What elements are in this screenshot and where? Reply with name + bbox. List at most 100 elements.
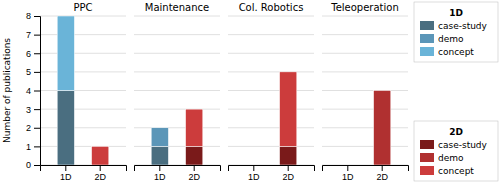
panel-title: Col. Robotics xyxy=(239,2,304,13)
legend-label: case-study xyxy=(438,21,488,31)
tick-mark xyxy=(347,165,348,171)
tick-mark xyxy=(34,128,40,129)
tick: 2 xyxy=(26,123,40,133)
legend-title: 1D xyxy=(449,8,463,18)
tick: 1 xyxy=(26,142,40,152)
legend-title: 2D xyxy=(449,127,463,137)
x-axis: 1D 2D xyxy=(41,165,127,182)
axis-line xyxy=(41,166,127,172)
legend-swatch xyxy=(420,21,434,30)
grid-line xyxy=(134,146,220,147)
y-axis: 012345678 xyxy=(26,11,41,170)
tick-mark xyxy=(34,16,40,17)
grid-line xyxy=(322,53,408,54)
bar-segment xyxy=(245,165,262,166)
grid-line xyxy=(40,90,126,91)
grid-line xyxy=(40,71,126,72)
panel: 1D 2D Maintenance xyxy=(134,2,221,182)
bar-segment xyxy=(245,165,262,166)
grid-line xyxy=(322,71,408,72)
tick: 4 xyxy=(26,86,40,96)
grid-line xyxy=(322,146,408,147)
tick: 3 xyxy=(26,105,40,115)
bar-segment xyxy=(186,109,203,146)
bar-segment xyxy=(280,72,297,147)
grid-line xyxy=(228,146,314,147)
grid-line xyxy=(228,90,314,91)
tick-label: 1 xyxy=(26,142,31,152)
bar-segment xyxy=(92,146,109,165)
tick-mark xyxy=(34,109,40,110)
panel-title: Maintenance xyxy=(145,2,209,13)
grid-line xyxy=(134,16,220,17)
grid-line xyxy=(322,109,408,110)
grid-line xyxy=(322,127,408,128)
tick-label: 1D xyxy=(154,172,166,182)
tick-label: 2D xyxy=(376,172,388,182)
bar-segment xyxy=(57,16,74,91)
grid-line xyxy=(40,146,126,147)
bar-segment xyxy=(245,165,262,166)
bars xyxy=(151,109,203,165)
tick-mark xyxy=(288,165,289,171)
tick: 8 xyxy=(26,11,40,21)
bar-segment xyxy=(280,146,297,165)
bar-segment xyxy=(339,165,356,166)
grid-line xyxy=(322,34,408,35)
axis-line xyxy=(135,166,221,172)
legend-label: demo xyxy=(438,34,464,44)
tick-mark xyxy=(159,165,160,171)
legend-swatch xyxy=(420,166,434,175)
grid-line xyxy=(228,34,314,35)
axis-line xyxy=(323,166,409,172)
x-axis: 1D 2D xyxy=(323,165,409,182)
grid-line xyxy=(40,16,126,17)
tick-mark xyxy=(194,165,195,171)
tick: 1D xyxy=(60,165,72,182)
tick: 1D xyxy=(342,165,354,182)
bars xyxy=(280,72,297,165)
tick-label: 4 xyxy=(26,86,31,96)
legend-label: demo xyxy=(438,153,464,163)
bars xyxy=(374,91,391,166)
tick: 1D xyxy=(154,165,166,182)
panel-title: Teleoperation xyxy=(330,2,399,13)
bars xyxy=(57,16,109,165)
legend-swatch xyxy=(420,34,434,43)
tick-mark xyxy=(34,165,40,166)
tick: 2D xyxy=(282,165,294,182)
tick: 7 xyxy=(26,30,40,40)
panel: 1D 2D Col. Robotics xyxy=(228,2,315,182)
grid-line xyxy=(134,53,220,54)
grid-line xyxy=(40,53,126,54)
axis-line xyxy=(34,17,41,166)
tick-label: 7 xyxy=(26,30,31,40)
x-axis: 1D 2D xyxy=(135,165,221,182)
tick-mark xyxy=(65,165,66,171)
bar-segment xyxy=(151,128,168,147)
tick-label: 2D xyxy=(188,172,200,182)
tick-label: 8 xyxy=(26,11,31,21)
legend-swatch xyxy=(420,47,434,56)
tick-label: 2D xyxy=(94,172,106,182)
tick-label: 3 xyxy=(26,105,31,115)
tick: 2D xyxy=(376,165,388,182)
axis-line xyxy=(229,166,315,172)
grid-line xyxy=(134,127,220,128)
bar-segment xyxy=(339,165,356,166)
bar-segment xyxy=(374,90,391,91)
bar-segment xyxy=(57,91,74,166)
grid-line xyxy=(134,71,220,72)
legend-label: concept xyxy=(438,47,474,57)
tick: 1D xyxy=(248,165,260,182)
tick-mark xyxy=(100,165,101,171)
grid-line xyxy=(40,34,126,35)
tick-mark xyxy=(34,91,40,92)
grid xyxy=(40,16,126,165)
grid-line xyxy=(228,127,314,128)
legend-swatch xyxy=(420,153,434,162)
tick: 6 xyxy=(26,49,40,59)
tick: 2D xyxy=(188,165,200,182)
legend-frame xyxy=(414,121,498,181)
bar-segment xyxy=(151,127,168,128)
